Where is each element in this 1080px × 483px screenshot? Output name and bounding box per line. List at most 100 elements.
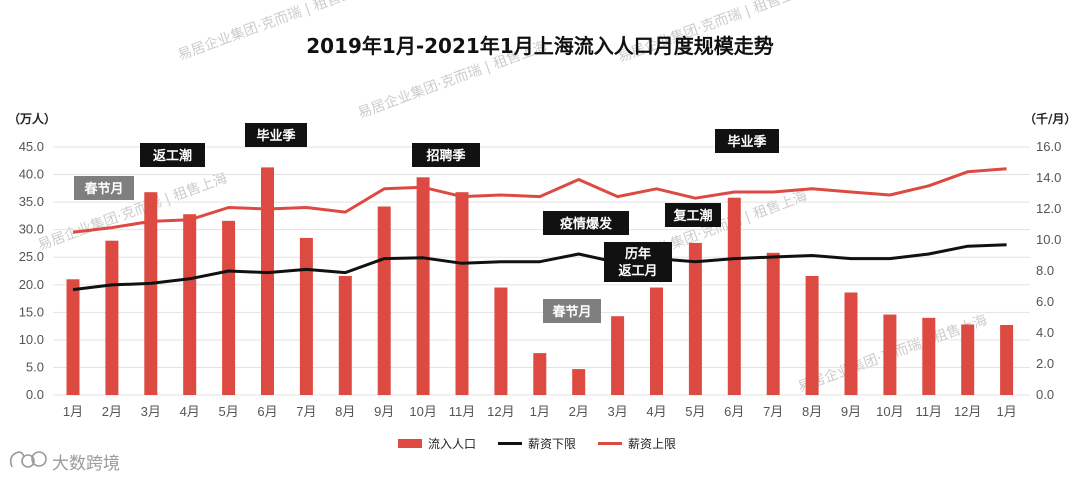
bar-mark <box>66 279 80 395</box>
annotation-text: 春节月 <box>83 181 123 197</box>
annotation-gray-label: 春节月 <box>74 176 134 200</box>
x-tick-label: 4月 <box>180 404 200 419</box>
right-tick-label: 0.0 <box>1036 387 1054 402</box>
annotation-box <box>74 176 134 200</box>
left-tick-label: 15.0 <box>19 304 44 319</box>
bar-mark <box>299 237 313 395</box>
bar-mark <box>611 316 625 395</box>
bar-mark <box>572 369 586 395</box>
annotation-box <box>715 129 779 153</box>
right-tick-label: 2.0 <box>1036 356 1054 371</box>
left-tick-label: 20.0 <box>19 277 44 292</box>
legend-item: 流入人口 <box>398 437 476 451</box>
x-tick-label: 12月 <box>487 404 514 419</box>
annotation-black-label: 毕业季 <box>245 123 307 147</box>
x-tick-label: 1月 <box>996 404 1016 419</box>
x-tick-label: 11月 <box>449 404 476 419</box>
left-tick-label: 10.0 <box>19 332 44 347</box>
x-tick-label: 1月 <box>63 404 83 419</box>
left-tick-label: 35.0 <box>19 194 44 209</box>
annotation-text: 毕业季 <box>256 128 295 144</box>
annotation-text: 春节月 <box>551 304 591 320</box>
legend-label: 流入人口 <box>428 437 476 451</box>
right-tick-label: 12.0 <box>1036 201 1061 216</box>
annotation-black-label: 招聘季 <box>412 143 480 167</box>
x-tick-label: 7月 <box>296 404 316 419</box>
bar-mark <box>727 197 741 395</box>
line-series <box>72 167 1007 292</box>
bar-mark <box>844 292 858 395</box>
annotation-box <box>412 143 480 167</box>
right-tick-label: 10.0 <box>1036 232 1061 247</box>
bar-mark <box>650 287 663 395</box>
annotation-black-label: 毕业季 <box>715 129 779 153</box>
left-tick-label: 0.0 <box>26 387 44 402</box>
legend-label: 薪资上限 <box>628 437 676 451</box>
salary-lower-line <box>72 243 1007 292</box>
x-tick-label: 2月 <box>102 404 122 419</box>
bar-mark <box>105 240 119 395</box>
left-axis-ticks: 0.0 5.0 10.0 15.0 20.0 25.0 30.0 35.0 40.0 45.0 <box>19 139 44 402</box>
legend-swatch <box>398 439 422 448</box>
annotation-box <box>245 123 307 147</box>
x-tick-label: 5月 <box>218 404 238 419</box>
x-tick-label: 7月 <box>763 404 783 419</box>
bar-mark <box>494 287 508 395</box>
annotation-text: 招聘季 <box>426 148 465 164</box>
x-tick-label: 1月 <box>530 404 550 419</box>
bar-mark <box>883 314 897 395</box>
bar-mark <box>961 324 975 395</box>
x-tick-label: 4月 <box>646 404 666 419</box>
annotation-box <box>604 242 672 282</box>
right-axis-ticks: 0.0 2.0 4.0 6.0 8.0 10.0 12.0 14.0 16.0 <box>1036 139 1061 402</box>
right-tick-label: 14.0 <box>1036 170 1061 185</box>
gridlines <box>53 146 1030 396</box>
brand-logo-text: 大数跨境 <box>52 454 120 474</box>
x-tick-label: 6月 <box>257 404 277 419</box>
annotation-black-label: 返工潮 <box>140 143 205 167</box>
annotation-box <box>543 211 629 235</box>
bar-mark <box>455 192 469 395</box>
annotation-text: 毕业季 <box>727 134 766 150</box>
salary-upper-line <box>72 167 1007 234</box>
bar-mark <box>766 252 780 395</box>
bar-series <box>66 167 1014 395</box>
annotation-box <box>665 203 721 227</box>
bar-mark <box>805 275 819 395</box>
bar-mark <box>183 214 197 395</box>
annotation-box <box>140 143 205 167</box>
x-tick-label: 8月 <box>335 404 355 419</box>
bar-mark <box>1000 325 1014 395</box>
legend: 流入人口 薪资下限 薪资上限 <box>398 437 676 451</box>
x-tick-label: 12月 <box>954 404 981 419</box>
right-tick-label: 6.0 <box>1036 294 1054 309</box>
x-tick-label: 3月 <box>607 404 627 419</box>
bar-mark <box>338 275 352 395</box>
bar-mark <box>377 206 391 395</box>
left-tick-label: 30.0 <box>19 222 44 237</box>
annotation-text: 返工潮 <box>153 148 192 164</box>
bar-mark <box>222 220 236 395</box>
x-tick-label: 8月 <box>802 404 822 419</box>
x-tick-label: 10月 <box>409 404 436 419</box>
annotation-text: 历年 <box>625 246 651 262</box>
x-tick-label: 9月 <box>841 404 861 419</box>
legend-item: 薪资上限 <box>598 437 676 451</box>
x-tick-label: 3月 <box>141 404 161 419</box>
left-tick-label: 45.0 <box>19 139 44 154</box>
x-tick-label: 11月 <box>916 404 943 419</box>
x-tick-label: 9月 <box>374 404 394 419</box>
bar-mark <box>416 177 430 395</box>
legend-label: 薪资下限 <box>528 437 576 451</box>
brand-logo: 大数跨境 <box>9 451 120 474</box>
bar-mark <box>261 167 274 395</box>
annotation-text: 疫情爆发 <box>560 216 613 232</box>
right-tick-label: 16.0 <box>1036 139 1061 154</box>
bar-mark <box>144 192 158 395</box>
legend-item: 薪资下限 <box>498 437 576 451</box>
annotation-text: 返工月 <box>618 264 657 279</box>
